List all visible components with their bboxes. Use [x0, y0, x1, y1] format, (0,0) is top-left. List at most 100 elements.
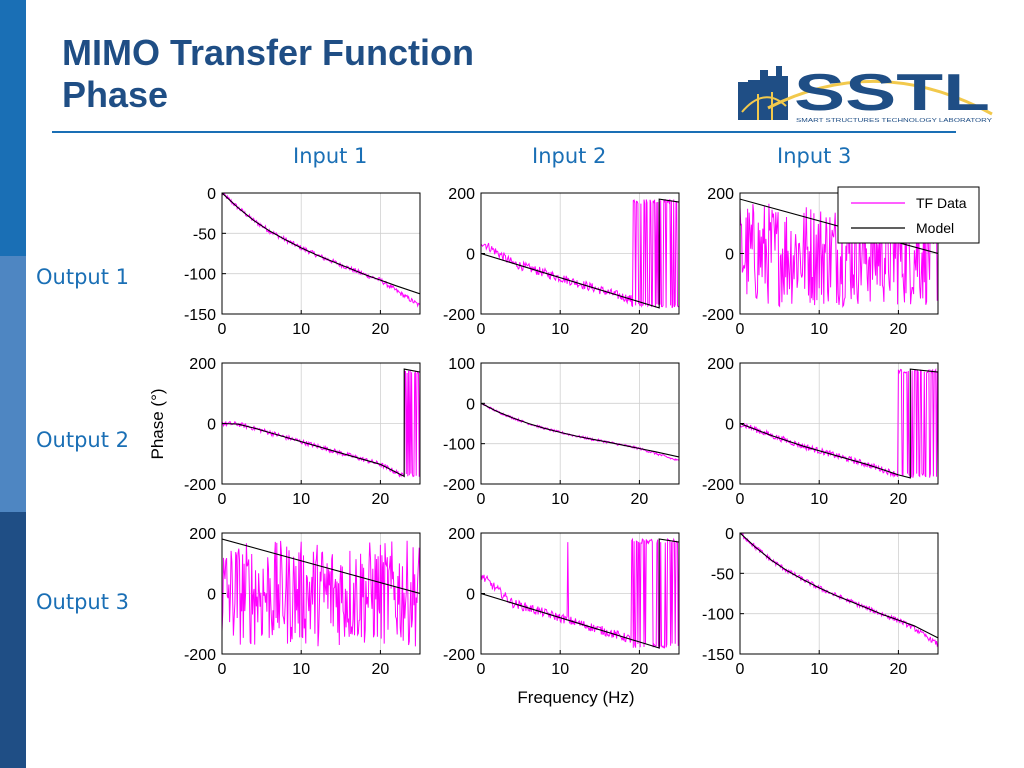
sidebar-band-top	[0, 0, 26, 256]
plot-frame	[221, 192, 421, 315]
tf-data-series	[222, 369, 420, 479]
model-series	[222, 538, 420, 595]
y-tick-label: -200	[443, 477, 475, 494]
y-tick-label: 0	[725, 417, 734, 434]
slide-title-line2: Phase	[62, 74, 169, 115]
plot-frame	[480, 362, 680, 485]
x-tick-label: 0	[736, 661, 745, 678]
y-tick-label: 200	[448, 526, 475, 543]
plot-frame	[739, 532, 939, 655]
y-tick-label: 0	[725, 247, 734, 264]
y-tick-label: -50	[193, 226, 216, 243]
y-tick-label: -200	[184, 647, 216, 664]
sidebar-band-middle	[0, 256, 26, 512]
tf-data-series	[222, 193, 420, 308]
x-tick-label: 10	[551, 661, 569, 678]
phase-plot-output-1-input-1: 0 10 20 0 -50 -100 -150	[184, 186, 421, 338]
column-label-input-3: Input 3	[777, 144, 852, 168]
sidebar-band-bottom	[0, 512, 26, 768]
model-series	[740, 368, 938, 479]
title-divider	[52, 131, 956, 133]
model-series	[481, 198, 679, 309]
y-tick-label: -150	[702, 647, 734, 664]
y-tick-label: 200	[707, 186, 734, 203]
model-series	[222, 368, 420, 478]
x-tick-label: 20	[631, 661, 649, 678]
x-tick-label: 0	[477, 661, 486, 678]
y-tick-label: 200	[189, 356, 216, 373]
y-tick-label: 0	[466, 396, 475, 413]
svg-text:SMART STRUCTURES TECHNOLOGY LA: SMART STRUCTURES TECHNOLOGY LABORATORY	[796, 118, 992, 124]
y-tick-label: -200	[702, 477, 734, 494]
x-tick-label: 10	[292, 491, 310, 508]
y-tick-label: 0	[207, 186, 216, 203]
x-tick-label: 0	[218, 491, 227, 508]
tf-data-series	[740, 533, 938, 648]
model-series	[222, 193, 420, 295]
column-label-input-2: Input 2	[532, 144, 607, 168]
x-tick-label: 20	[890, 491, 908, 508]
tf-data-series	[481, 537, 679, 650]
slide-title-line1: MIMO Transfer Function	[62, 32, 475, 73]
phase-plot-output-3-input-3: 0 10 20 0 -50 -100 -150	[702, 526, 939, 678]
model-series	[481, 402, 679, 458]
svg-text:SSTL: SSTL	[794, 64, 990, 122]
column-label-input-1: Input 1	[293, 144, 368, 168]
x-tick-label: 10	[810, 661, 828, 678]
y-tick-label: -200	[184, 477, 216, 494]
tf-data-series	[740, 367, 938, 479]
x-tick-label: 20	[631, 491, 649, 508]
x-tick-label: 20	[631, 321, 649, 338]
y-tick-label: 0	[466, 247, 475, 264]
x-tick-label: 10	[292, 661, 310, 678]
row-label-output-3: Output 3	[36, 590, 129, 614]
x-tick-label: 0	[477, 321, 486, 338]
slide-title: MIMO Transfer Function Phase	[62, 32, 474, 116]
row-label-output-2: Output 2	[36, 428, 129, 452]
legend-label-model: Model	[916, 220, 954, 236]
tf-data-series	[222, 540, 420, 647]
x-tick-label: 0	[477, 491, 486, 508]
y-tick-label: -150	[184, 307, 216, 324]
y-tick-label: 0	[207, 417, 216, 434]
y-axis-label: Phase (°)	[148, 388, 167, 459]
model-series	[740, 533, 938, 639]
sstl-logo: SSTL SMART STRUCTURES TECHNOLOGY LABORAT…	[738, 64, 993, 124]
y-tick-label: 200	[189, 526, 216, 543]
x-tick-label: 20	[372, 491, 390, 508]
x-tick-label: 10	[551, 491, 569, 508]
x-tick-label: 20	[890, 321, 908, 338]
legend-label-tf-data: TF Data	[916, 195, 967, 211]
x-tick-label: 10	[292, 321, 310, 338]
y-tick-label: 0	[725, 526, 734, 543]
x-tick-label: 0	[736, 321, 745, 338]
row-label-output-1: Output 1	[36, 265, 129, 289]
y-tick-label: 100	[448, 356, 475, 373]
phase-plot-output-2-input-2: 0 10 20 100 0 -100 -200	[443, 356, 680, 508]
x-tick-label: 0	[736, 491, 745, 508]
y-tick-label: -100	[443, 437, 475, 454]
legend-box	[837, 186, 980, 244]
x-tick-label: 10	[810, 491, 828, 508]
legend: TF Data Model	[837, 186, 980, 244]
x-tick-label: 20	[890, 661, 908, 678]
y-tick-label: -50	[711, 566, 734, 583]
y-tick-label: -200	[443, 307, 475, 324]
x-tick-label: 0	[218, 321, 227, 338]
x-axis-label: Frequency (Hz)	[517, 688, 634, 707]
x-tick-label: 20	[372, 321, 390, 338]
x-tick-label: 20	[372, 661, 390, 678]
tf-data-series	[481, 403, 679, 462]
x-tick-label: 0	[218, 661, 227, 678]
x-tick-label: 10	[551, 321, 569, 338]
y-tick-label: 200	[707, 356, 734, 373]
x-tick-label: 10	[810, 321, 828, 338]
y-tick-label: -200	[443, 647, 475, 664]
tf-data-series	[740, 200, 938, 309]
y-tick-label: -100	[702, 607, 734, 624]
